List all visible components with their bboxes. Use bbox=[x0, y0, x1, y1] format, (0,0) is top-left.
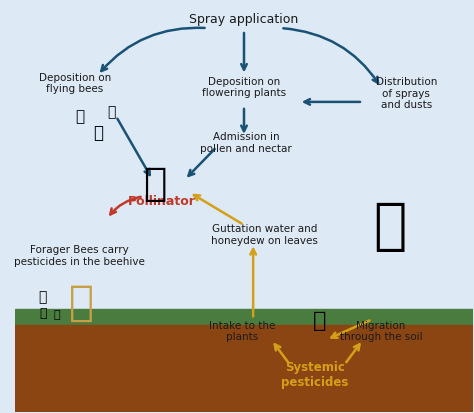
Text: 🐝: 🐝 bbox=[39, 290, 47, 304]
Text: 🌱: 🌱 bbox=[313, 311, 326, 331]
Text: 🐝: 🐝 bbox=[93, 123, 103, 142]
Text: Pollinator: Pollinator bbox=[128, 195, 196, 208]
Text: 🐝: 🐝 bbox=[107, 105, 116, 119]
Text: 🐝: 🐝 bbox=[75, 109, 84, 124]
Bar bbox=[15, 1, 473, 321]
Text: Distribution
of sprays
and dusts: Distribution of sprays and dusts bbox=[375, 77, 437, 110]
Text: Forager Bees carry
pesticides in the beehive: Forager Bees carry pesticides in the bee… bbox=[14, 245, 145, 266]
Text: 🌻: 🌻 bbox=[374, 200, 407, 254]
Text: Guttation water and
honeydew on leaves: Guttation water and honeydew on leaves bbox=[211, 224, 318, 246]
Text: Systemic
pesticides: Systemic pesticides bbox=[281, 361, 348, 389]
Text: 🐝: 🐝 bbox=[53, 310, 60, 320]
Bar bbox=[15, 325, 473, 412]
Text: Migration
through the soil: Migration through the soil bbox=[340, 321, 422, 342]
Text: 🏠: 🏠 bbox=[69, 282, 94, 324]
Bar bbox=[15, 309, 473, 330]
Text: Deposition on
flowering plants: Deposition on flowering plants bbox=[202, 77, 286, 98]
Text: Spray application: Spray application bbox=[190, 13, 299, 26]
Text: Deposition on
flying bees: Deposition on flying bees bbox=[39, 73, 111, 94]
Text: Admission in
pollen and nectar: Admission in pollen and nectar bbox=[201, 132, 292, 154]
Text: Intake to the
plants: Intake to the plants bbox=[209, 321, 275, 342]
Text: 🐝: 🐝 bbox=[39, 307, 46, 320]
Text: 🐝: 🐝 bbox=[143, 165, 166, 203]
